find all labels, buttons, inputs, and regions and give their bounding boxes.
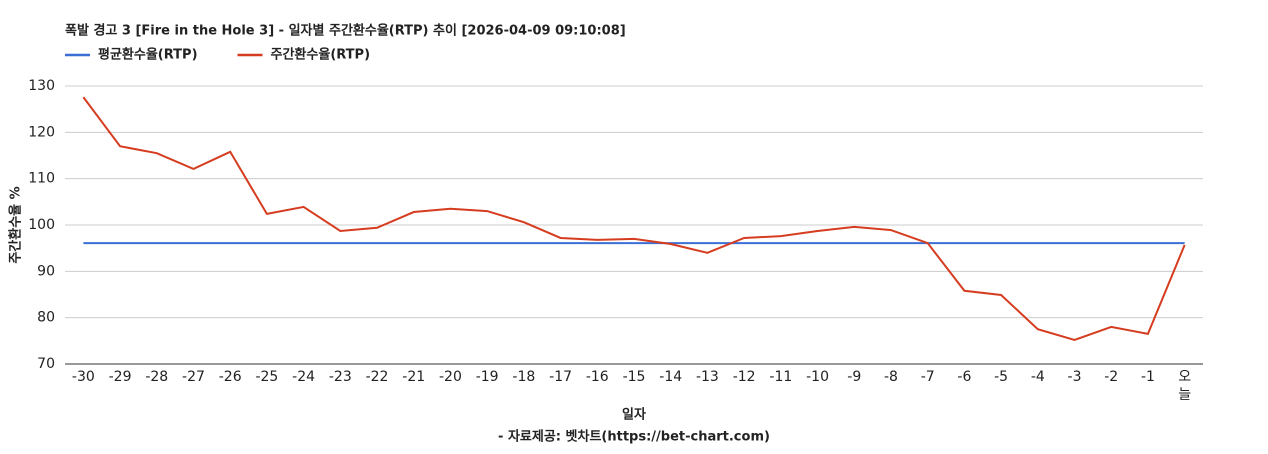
- legend-label: 주간환수율(RTP): [271, 47, 371, 63]
- x-tick-label: -10: [806, 369, 829, 385]
- x-tick-char: 오: [1178, 369, 1191, 385]
- chart-title: 폭발 경고 3 [Fire in the Hole 3] - 일자별 주간환수율…: [65, 23, 626, 39]
- x-tick-label: -2: [1104, 369, 1118, 385]
- x-tick-char: 늘: [1178, 387, 1191, 403]
- series-line: [82, 96, 1186, 341]
- x-tick-label: -26: [219, 369, 242, 385]
- y-tick-label: 110: [28, 171, 55, 187]
- x-tick-label: -12: [733, 369, 756, 385]
- x-tick-label: -11: [769, 369, 792, 385]
- x-tick-label: -13: [696, 369, 719, 385]
- x-tick-label: -29: [109, 369, 132, 385]
- x-tick-label: -19: [476, 369, 499, 385]
- y-tick-label: 120: [28, 124, 55, 140]
- y-tick-label: 100: [28, 217, 55, 233]
- x-tick-label: -17: [549, 369, 572, 385]
- x-tick-label: -5: [994, 369, 1008, 385]
- legend-label: 평균환수율(RTP): [98, 47, 198, 63]
- x-tick-label: -9: [847, 369, 861, 385]
- x-tick-label: -6: [957, 369, 971, 385]
- y-tick-label: 90: [37, 263, 55, 279]
- x-tick-label: -22: [366, 369, 389, 385]
- x-tick-label: -27: [182, 369, 205, 385]
- x-tick-label: -16: [586, 369, 609, 385]
- x-tick-label: -30: [72, 369, 95, 385]
- x-tick-label: -28: [145, 369, 168, 385]
- x-tick-label: -25: [255, 369, 278, 385]
- y-tick-label: 70: [37, 356, 55, 372]
- x-tick-label: -23: [329, 369, 352, 385]
- x-tick-label: -18: [512, 369, 535, 385]
- x-tick-label: -24: [292, 369, 315, 385]
- x-tick-label: -3: [1068, 369, 1082, 385]
- y-tick-label: 80: [37, 310, 55, 326]
- x-tick-label: -20: [439, 369, 462, 385]
- x-tick-label: -8: [884, 369, 898, 385]
- x-tick-label: -4: [1031, 369, 1045, 385]
- y-tick-label: 130: [28, 78, 55, 94]
- x-tick-label: -1: [1141, 369, 1155, 385]
- x-axis-label: 일자: [622, 408, 646, 423]
- footer: - 자료제공: 벳차트(https://bet-chart.com): [498, 429, 770, 445]
- y-axis-label: 주간환수율 %: [8, 186, 24, 263]
- x-tick-label: -15: [623, 369, 646, 385]
- x-tick-label: -7: [921, 369, 935, 385]
- x-tick-label: -14: [659, 369, 682, 385]
- x-tick-label: -21: [402, 369, 425, 385]
